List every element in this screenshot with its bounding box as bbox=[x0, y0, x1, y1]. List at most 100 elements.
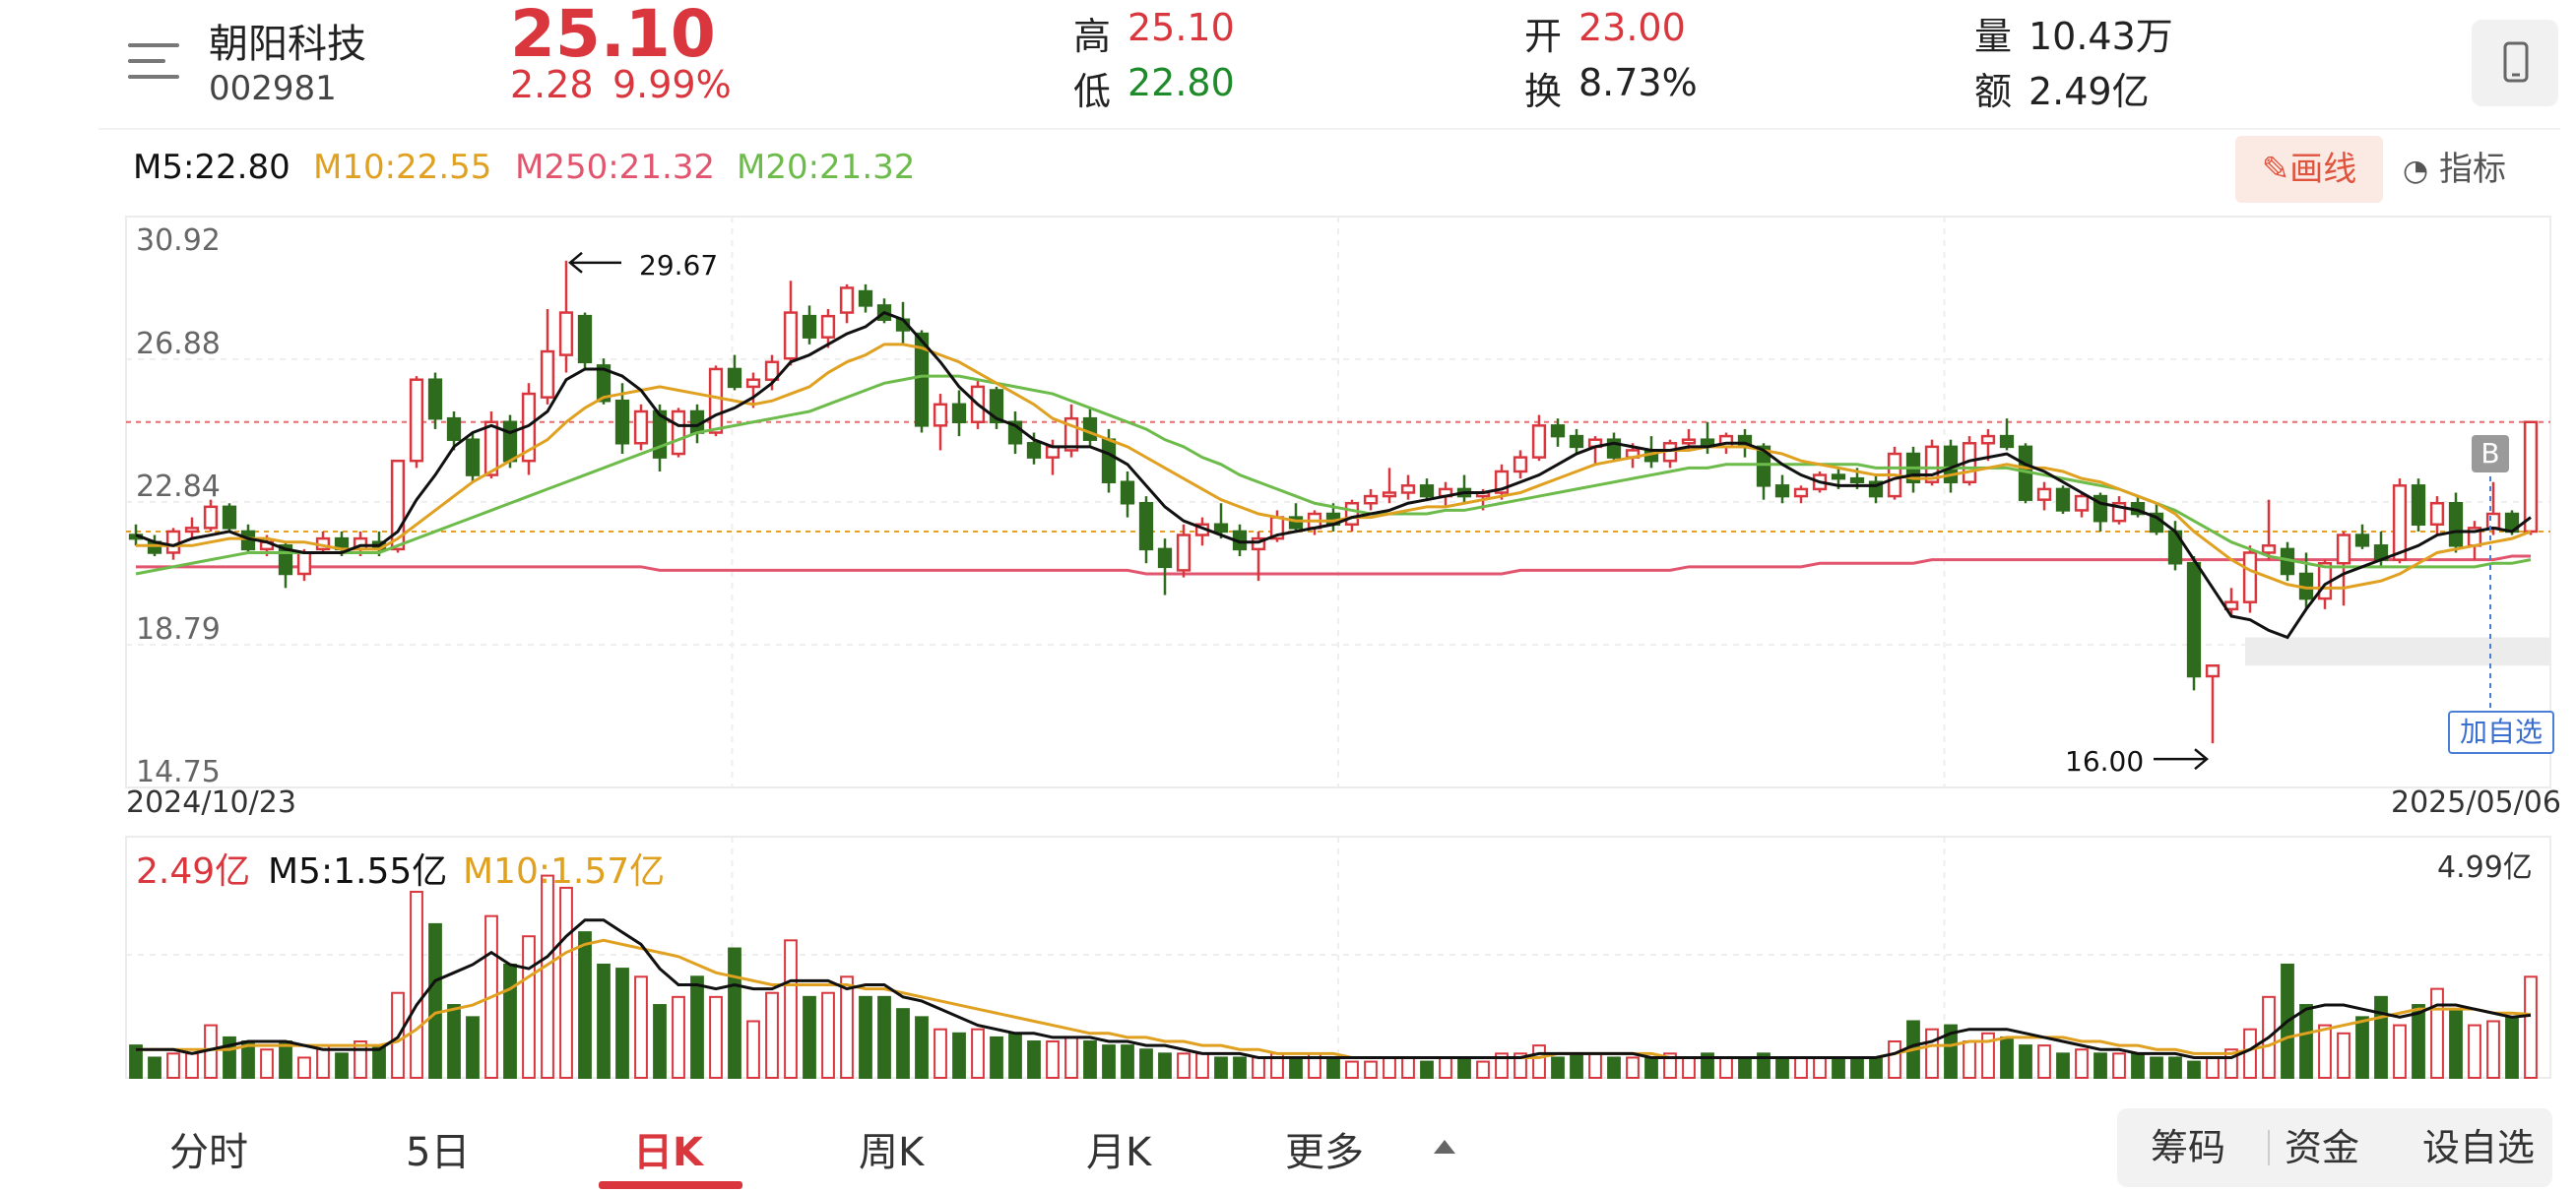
ma250-label: M250:21.32 bbox=[515, 148, 716, 187]
candle-up bbox=[633, 409, 649, 445]
volume-bar-up bbox=[765, 991, 779, 1080]
high-marker-label: 29.67 bbox=[639, 249, 718, 282]
candle bbox=[2392, 478, 2408, 564]
candle-up bbox=[2074, 494, 2090, 512]
tab-weekly-k[interactable]: 周K bbox=[859, 1130, 925, 1175]
candle-up bbox=[483, 420, 499, 476]
volume-bar-down bbox=[1607, 1056, 1621, 1079]
volume-bar-up bbox=[1588, 1052, 1602, 1080]
candle bbox=[2130, 496, 2146, 518]
candle bbox=[1531, 414, 1547, 462]
button-divider bbox=[2268, 1130, 2270, 1165]
tab-monthly-k[interactable]: 月K bbox=[1086, 1130, 1152, 1175]
candle-up bbox=[296, 551, 312, 576]
indicator-button[interactable]: ◔ 指标 bbox=[2403, 136, 2550, 203]
candle-down bbox=[1999, 434, 2015, 449]
candle bbox=[409, 376, 424, 469]
volume-bar-down bbox=[728, 947, 741, 1079]
candle bbox=[1700, 421, 1715, 455]
volume-bar-up bbox=[185, 1052, 199, 1080]
volume-bar-down bbox=[1832, 1056, 1845, 1079]
volume-bar-down bbox=[1420, 1060, 1434, 1080]
volume-bar-up bbox=[934, 1028, 947, 1080]
volume-bar-up bbox=[1981, 1032, 1995, 1079]
candle-up bbox=[1176, 534, 1191, 572]
volume-bar-up bbox=[1476, 1060, 1490, 1080]
candle bbox=[1120, 471, 1135, 518]
volume-bar-down bbox=[223, 1036, 236, 1080]
turnover-value: 8.73% bbox=[1578, 61, 1698, 104]
candle bbox=[727, 354, 742, 391]
candle bbox=[1082, 408, 1098, 447]
volume-bar-down bbox=[503, 963, 517, 1079]
gauge-icon: ◔ bbox=[2403, 154, 2429, 188]
candle bbox=[446, 410, 462, 451]
add-watchlist-tag[interactable]: 加自选 bbox=[2448, 711, 2554, 754]
candle bbox=[1980, 428, 1996, 462]
volume-bar-down bbox=[1083, 1040, 1097, 1079]
volume-bar-down bbox=[2093, 1052, 2107, 1080]
volume-bar-down bbox=[2168, 1056, 2182, 1079]
kline-chart[interactable]: 30.92 26.88 22.84 18.79 14.75 29.67 16.00 bbox=[0, 0, 2576, 1093]
candle-down bbox=[1849, 476, 1865, 483]
volume-bar-down bbox=[896, 1008, 910, 1079]
candle bbox=[222, 503, 237, 532]
volume-bar-up bbox=[746, 1020, 760, 1080]
set-watchlist-button[interactable]: 设自选 bbox=[2405, 1108, 2552, 1187]
volume-bar-up bbox=[2468, 1024, 2481, 1079]
draw-line-button[interactable]: ✎画线 bbox=[2235, 136, 2383, 203]
quote-header: 朝阳科技 002981 25.10 2.28 9.99% 高 25.10 低 2… bbox=[0, 0, 2576, 128]
candle-down bbox=[614, 399, 630, 445]
candle bbox=[2261, 499, 2277, 560]
candle bbox=[521, 383, 537, 475]
funds-button[interactable]: 资金 bbox=[2285, 1126, 2360, 1169]
candle-down bbox=[802, 314, 817, 339]
volume-bar-up bbox=[1439, 1056, 1452, 1079]
tab-5day[interactable]: 5日 bbox=[406, 1130, 471, 1175]
volume-bar-up bbox=[784, 939, 798, 1079]
chips-funds-group: 筹码 资金 bbox=[2117, 1108, 2422, 1187]
chips-button[interactable]: 筹码 bbox=[2151, 1126, 2226, 1169]
candle bbox=[745, 372, 761, 408]
candle-down bbox=[727, 367, 742, 389]
tab-daily-k[interactable]: 日K bbox=[633, 1130, 703, 1175]
phone-icon bbox=[2503, 41, 2529, 83]
candle-down bbox=[1007, 420, 1023, 445]
volume-bar-up bbox=[1794, 1056, 1808, 1079]
volume-bar-up bbox=[2337, 1032, 2351, 1079]
volume-bar-down bbox=[578, 931, 592, 1079]
volume-bar-down bbox=[335, 1052, 349, 1080]
candle bbox=[315, 531, 331, 553]
caret-up-icon[interactable] bbox=[1430, 1134, 1459, 1158]
candle-down bbox=[2411, 484, 2426, 527]
candle-down bbox=[1756, 445, 1771, 487]
menu-icon[interactable] bbox=[128, 37, 185, 89]
landscape-toggle-button[interactable] bbox=[2472, 20, 2558, 106]
volume-bar-down bbox=[2449, 1008, 2463, 1079]
candle bbox=[633, 404, 649, 451]
candle-up bbox=[745, 378, 761, 389]
candle-up bbox=[1063, 416, 1079, 452]
candle bbox=[1400, 474, 1416, 500]
candle bbox=[1999, 418, 2015, 451]
candle bbox=[2093, 492, 2108, 532]
volume-bar-down bbox=[2019, 1044, 2032, 1080]
volume-bar-up bbox=[1195, 1052, 1209, 1080]
candle bbox=[1344, 499, 1360, 532]
open-label: 开 bbox=[1524, 15, 1563, 58]
volume-bar-down bbox=[1457, 1056, 1471, 1079]
volume-bar-down bbox=[1008, 1032, 1022, 1079]
ma20-label: M20:21.32 bbox=[737, 148, 916, 187]
volume-bar-up bbox=[2430, 987, 2444, 1080]
tab-intraday[interactable]: 分时 bbox=[169, 1130, 248, 1175]
candle-up bbox=[1494, 470, 1510, 494]
volume-bar-up bbox=[559, 886, 573, 1079]
candle bbox=[1213, 503, 1229, 539]
volume-bar-up bbox=[672, 995, 685, 1080]
tab-more[interactable]: 更多 bbox=[1285, 1130, 1364, 1175]
candle bbox=[465, 432, 481, 482]
low-marker-arrowhead bbox=[2194, 748, 2209, 771]
volume-bar-up bbox=[1813, 1056, 1827, 1079]
candle bbox=[1662, 439, 1678, 469]
buy-marker[interactable]: B bbox=[2472, 435, 2509, 472]
